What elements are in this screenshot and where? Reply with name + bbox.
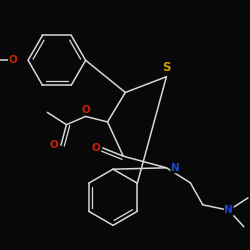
- Text: O: O: [9, 55, 18, 65]
- Text: S: S: [162, 61, 171, 74]
- Text: N: N: [224, 205, 233, 215]
- Text: N: N: [171, 163, 180, 173]
- Text: O: O: [50, 140, 58, 150]
- Text: O: O: [92, 143, 100, 153]
- Text: O: O: [81, 104, 90, 115]
